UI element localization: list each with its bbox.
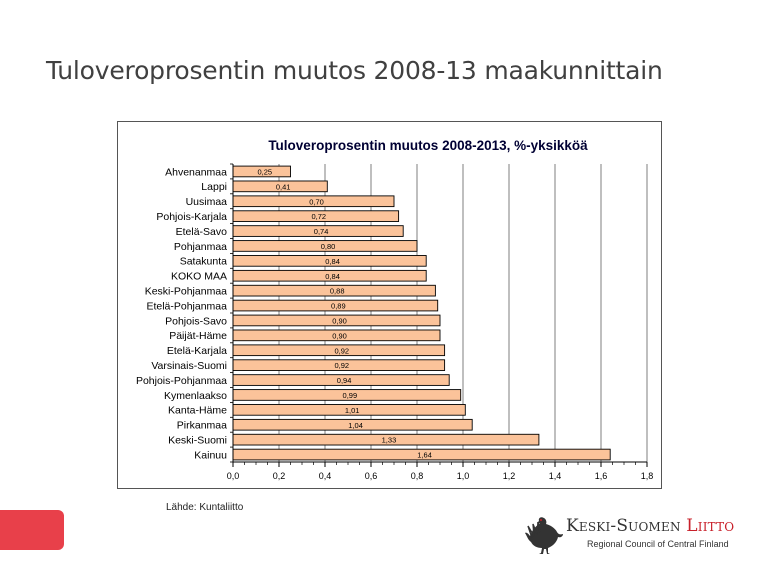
- category-label: Pirkanmaa: [177, 420, 227, 432]
- chart-frame: Tuloveroprosentin muutos 2008-2013, %-yk…: [117, 121, 662, 489]
- logo-name-part1: Keski-Suomen: [566, 516, 687, 536]
- chart-title: Tuloveroprosentin muutos 2008-2013, %-yk…: [268, 138, 588, 153]
- category-label: Uusimaa: [186, 196, 228, 208]
- value-label: 0,90: [332, 316, 347, 325]
- value-label: 1,01: [345, 406, 360, 415]
- category-label: Etelä-Karjala: [167, 345, 227, 357]
- x-tick-label: 0,0: [227, 471, 240, 481]
- value-label: 0,84: [325, 272, 340, 281]
- category-label: Kanta-Häme: [168, 405, 227, 417]
- source-note: Lähde: Kuntaliitto: [166, 502, 244, 513]
- value-label: 0,84: [325, 257, 340, 266]
- value-label: 1,04: [348, 421, 363, 430]
- logo-subtitle: Regional Council of Central Finland: [587, 539, 729, 549]
- category-label: Satakunta: [180, 256, 227, 268]
- plot-area: Ahvenanmaa 0,25 Lappi 0,41 Uusimaa 0,70 Pohjoi…: [136, 163, 654, 481]
- category-label: Pohjois-Karjala: [156, 211, 227, 223]
- slide-title: Tuloveroprosentin muutos 2008-13 maakunn…: [46, 56, 663, 85]
- x-tick-label: 1,0: [457, 471, 470, 481]
- value-label: 0,80: [321, 242, 336, 251]
- category-label: Pohjanmaa: [174, 241, 227, 253]
- plot-background: [233, 164, 647, 462]
- value-label: 0,90: [332, 331, 347, 340]
- value-label: 0,70: [309, 197, 324, 206]
- category-label: Kymenlaakso: [164, 390, 227, 402]
- x-tick-label: 1,2: [503, 471, 516, 481]
- category-label: Etelä-Pohjanmaa: [146, 300, 227, 312]
- red-tab-decoration: [0, 510, 64, 550]
- x-tick-label: 1,4: [549, 471, 562, 481]
- category-label: Kainuu: [194, 449, 227, 461]
- value-label: 0,25: [257, 167, 272, 176]
- value-label: 0,92: [334, 346, 349, 355]
- value-label: 0,94: [337, 376, 352, 385]
- value-label: 0,74: [314, 227, 329, 236]
- x-tick-label: 0,4: [319, 471, 332, 481]
- value-label: 0,99: [343, 391, 358, 400]
- value-label: 0,92: [334, 361, 349, 370]
- category-label: Etelä-Savo: [176, 226, 228, 238]
- value-label: 0,72: [311, 212, 326, 221]
- x-tick-label: 0,6: [365, 471, 378, 481]
- category-label: Keski-Pohjanmaa: [145, 285, 227, 297]
- value-label: 0,41: [276, 182, 291, 191]
- category-label: Ahvenanmaa: [165, 166, 227, 178]
- category-label: Varsinais-Suomi: [151, 360, 227, 372]
- x-tick-label: 0,8: [411, 471, 424, 481]
- x-tick-label: 1,8: [641, 471, 654, 481]
- category-label: Keski-Suomi: [168, 434, 227, 446]
- organization-logo: Keski-Suomen Liitto Regional Council of …: [524, 512, 764, 558]
- logo-name-part2: Liitto: [686, 516, 735, 536]
- x-tick-label: 0,2: [273, 471, 286, 481]
- value-label: 1,64: [417, 451, 432, 460]
- category-label: Pohjois-Pohjanmaa: [136, 375, 227, 387]
- category-label: Lappi: [201, 181, 227, 193]
- capercaillie-bird-icon: [525, 517, 563, 554]
- category-label: Päijät-Häme: [169, 330, 227, 342]
- x-tick-label: 1,6: [595, 471, 608, 481]
- value-label: 0,89: [331, 302, 346, 311]
- category-label: Pohjois-Savo: [165, 315, 227, 327]
- logo-name: Keski-Suomen Liitto: [566, 516, 734, 536]
- value-label: 0,88: [330, 287, 345, 296]
- value-label: 1,33: [382, 436, 397, 445]
- category-label: KOKO MAA: [171, 271, 227, 283]
- bar-chart: Tuloveroprosentin muutos 2008-2013, %-yk…: [136, 138, 654, 481]
